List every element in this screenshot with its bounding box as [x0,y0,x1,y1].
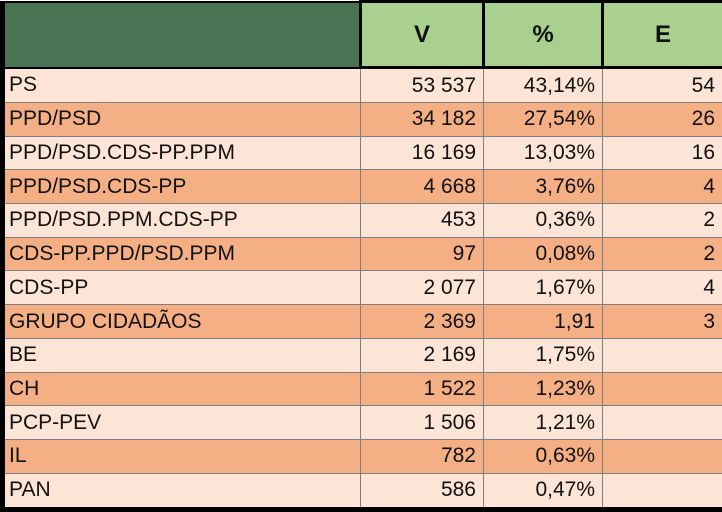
votes-cell: 2 077 [360,270,484,306]
percent-cell: 13,03% [483,135,603,171]
table-row: GRUPO CIDADÃOS 2 369 1,91 3 [2,304,722,339]
table-row: PPD/PSD.PPM.CDS-PP 453 0,36% 2 [2,203,722,238]
votes-cell: 586 [360,472,484,511]
party-name-cell: CDS-PP.PPD/PSD.PPM [2,236,361,272]
table-row: BE 2 169 1,75% [2,337,722,373]
percent-cell: 0,63% [483,438,603,474]
elected-cell [602,472,722,511]
table-row: PS 53 537 43,14% 54 [2,66,722,104]
elected-cell [602,337,722,373]
party-name-cell: PPD/PSD [2,102,361,137]
percent-cell: 1,21% [483,405,603,440]
elected-cell [602,438,722,474]
elected-cell: 4 [602,270,722,306]
table-row: PPD/PSD.CDS-PP 4 668 3,76% 4 [2,169,722,205]
column-header-votes: V [359,0,485,69]
elected-cell [602,405,722,440]
table-row: CDS-PP.PPD/PSD.PPM 97 0,08% 2 [2,236,722,272]
party-name-cell: PPD/PSD.CDS-PP [2,169,361,205]
percent-cell: 1,91 [483,304,603,339]
percent-cell: 1,75% [483,337,603,373]
votes-cell: 4 668 [360,169,484,205]
table-body: PS 53 537 43,14% 54 PPD/PSD 34 182 27,54… [2,66,722,511]
party-name-cell: CH [2,371,361,407]
votes-cell: 453 [360,203,484,238]
votes-cell: 53 537 [360,66,484,104]
percent-cell: 27,54% [483,102,603,137]
corner-header-cell [1,0,362,69]
party-name-cell: IL [2,438,361,474]
percent-cell: 0,47% [483,472,603,511]
elected-cell: 54 [602,66,722,104]
party-name-cell: PPD/PSD.PPM.CDS-PP [2,203,361,238]
party-name-cell: PAN [2,472,361,511]
percent-cell: 0,08% [483,236,603,272]
table-row: PPD/PSD 34 182 27,54% 26 [2,102,722,137]
party-name-cell: PPD/PSD.CDS-PP.PPM [2,135,361,171]
table-row: PAN 586 0,47% [2,472,722,511]
percent-cell: 3,76% [483,169,603,205]
elected-cell: 4 [602,169,722,205]
votes-cell: 1 522 [360,371,484,407]
elected-cell: 2 [602,203,722,238]
table-row: PCP-PEV 1 506 1,21% [2,405,722,440]
party-name-cell: BE [2,337,361,373]
elected-cell: 2 [602,236,722,272]
party-name-cell: PCP-PEV [2,405,361,440]
votes-cell: 1 506 [360,405,484,440]
elected-cell: 3 [602,304,722,339]
elected-cell: 16 [602,135,722,171]
table-row: CH 1 522 1,23% [2,371,722,407]
elected-cell: 26 [602,102,722,137]
column-header-elected: E [601,0,722,69]
elected-cell [602,371,722,407]
table-row: IL 782 0,63% [2,438,722,474]
party-name-cell: PS [2,66,361,104]
votes-cell: 16 169 [360,135,484,171]
table-header-row: V % E [1,0,722,69]
party-name-cell: CDS-PP [2,270,361,306]
votes-cell: 782 [360,438,484,474]
votes-cell: 34 182 [360,102,484,137]
table-row: CDS-PP 2 077 1,67% 4 [2,270,722,306]
votes-cell: 2 169 [360,337,484,373]
column-header-percent: % [482,0,604,69]
party-name-cell: GRUPO CIDADÃOS [2,304,361,339]
percent-cell: 1,67% [483,270,603,306]
percent-cell: 43,14% [483,66,603,104]
percent-cell: 0,36% [483,203,603,238]
percent-cell: 1,23% [483,371,603,407]
table-row: PPD/PSD.CDS-PP.PPM 16 169 13,03% 16 [2,135,722,171]
votes-cell: 2 369 [360,304,484,339]
votes-cell: 97 [360,236,484,272]
